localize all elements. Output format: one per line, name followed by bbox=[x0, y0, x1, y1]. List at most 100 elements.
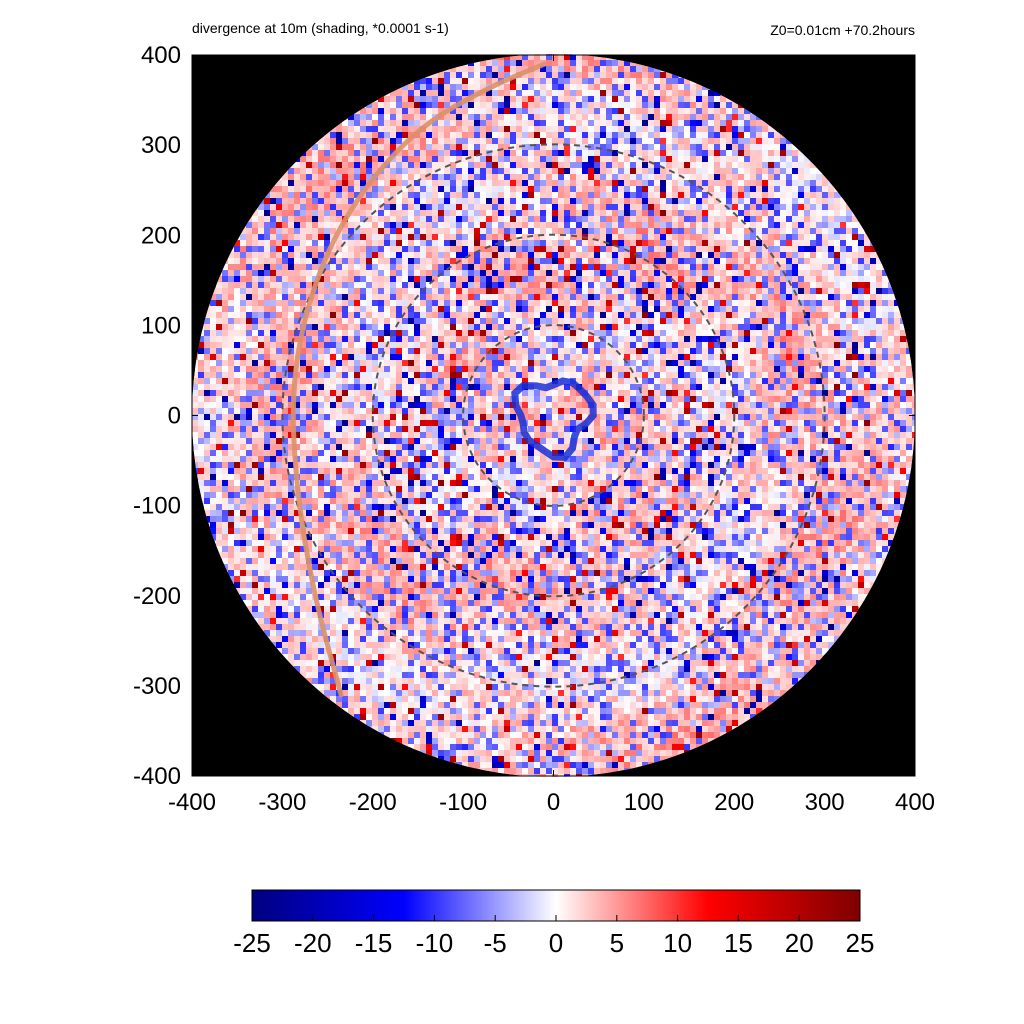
divergence-cell bbox=[372, 558, 379, 565]
divergence-cell bbox=[402, 342, 409, 349]
divergence-cell bbox=[354, 162, 361, 169]
divergence-cell bbox=[426, 648, 433, 655]
divergence-cell bbox=[474, 720, 481, 727]
divergence-cell bbox=[348, 168, 355, 175]
divergence-cell bbox=[462, 420, 469, 427]
divergence-cell bbox=[498, 684, 505, 691]
divergence-cell bbox=[510, 264, 517, 271]
divergence-cell bbox=[444, 690, 451, 697]
divergence-cell bbox=[324, 234, 331, 241]
divergence-cell bbox=[378, 576, 385, 583]
divergence-cell bbox=[288, 492, 295, 499]
divergence-cell bbox=[330, 126, 337, 133]
divergence-cell bbox=[456, 522, 463, 529]
divergence-cell bbox=[432, 552, 439, 559]
divergence-cell bbox=[210, 396, 217, 403]
divergence-cell bbox=[474, 420, 481, 427]
divergence-cell bbox=[222, 348, 229, 355]
divergence-cell bbox=[414, 240, 421, 247]
divergence-cell bbox=[396, 564, 403, 571]
divergence-cell bbox=[288, 588, 295, 595]
divergence-cell bbox=[492, 372, 499, 379]
divergence-cell bbox=[300, 276, 307, 283]
divergence-cell bbox=[324, 426, 331, 433]
divergence-cell bbox=[210, 300, 217, 307]
divergence-cell bbox=[444, 570, 451, 577]
divergence-cell bbox=[480, 360, 487, 367]
divergence-cell bbox=[300, 660, 307, 667]
divergence-cell bbox=[294, 312, 301, 319]
divergence-cell bbox=[510, 570, 517, 577]
divergence-cell bbox=[492, 498, 499, 505]
divergence-cell bbox=[282, 594, 289, 601]
divergence-cell bbox=[408, 144, 415, 151]
divergence-cell bbox=[462, 282, 469, 289]
divergence-cell bbox=[348, 192, 355, 199]
divergence-cell bbox=[456, 312, 463, 319]
divergence-cell bbox=[426, 336, 433, 343]
divergence-cell bbox=[366, 204, 373, 211]
divergence-cell bbox=[420, 102, 427, 109]
divergence-cell bbox=[282, 432, 289, 439]
divergence-cell bbox=[510, 552, 517, 559]
divergence-cell bbox=[462, 762, 469, 769]
divergence-cell bbox=[306, 288, 313, 295]
divergence-cell bbox=[270, 462, 277, 469]
divergence-cell bbox=[468, 108, 475, 115]
divergence-cell bbox=[378, 318, 385, 325]
divergence-cell bbox=[396, 246, 403, 253]
divergence-cell bbox=[414, 90, 421, 97]
divergence-cell bbox=[360, 492, 367, 499]
divergence-cell bbox=[468, 162, 475, 169]
divergence-cell bbox=[372, 636, 379, 643]
divergence-cell bbox=[258, 492, 265, 499]
divergence-cell bbox=[504, 228, 511, 235]
divergence-cell bbox=[324, 660, 331, 667]
divergence-cell bbox=[300, 426, 307, 433]
divergence-cell bbox=[234, 288, 241, 295]
divergence-cell bbox=[444, 714, 451, 721]
divergence-cell bbox=[450, 288, 457, 295]
divergence-cell bbox=[216, 336, 223, 343]
divergence-cell bbox=[330, 414, 337, 421]
divergence-cell bbox=[504, 690, 511, 697]
divergence-cell bbox=[312, 168, 319, 175]
divergence-cell bbox=[270, 432, 277, 439]
divergence-cell bbox=[318, 318, 325, 325]
divergence-cell bbox=[306, 408, 313, 415]
divergence-cell bbox=[210, 480, 217, 487]
divergence-cell bbox=[312, 624, 319, 631]
divergence-cell bbox=[372, 102, 379, 109]
divergence-cell bbox=[504, 156, 511, 163]
divergence-cell bbox=[480, 486, 487, 493]
divergence-cell bbox=[270, 270, 277, 277]
divergence-cell bbox=[426, 690, 433, 697]
divergence-cell bbox=[438, 408, 445, 415]
divergence-cell bbox=[504, 546, 511, 553]
divergence-cell bbox=[450, 390, 457, 397]
divergence-cell bbox=[420, 552, 427, 559]
divergence-cell bbox=[384, 138, 391, 145]
divergence-cell bbox=[456, 132, 463, 139]
divergence-cell bbox=[462, 492, 469, 499]
divergence-cell bbox=[354, 612, 361, 619]
divergence-cell bbox=[252, 270, 259, 277]
divergence-cell bbox=[450, 612, 457, 619]
divergence-cell bbox=[300, 366, 307, 373]
divergence-cell bbox=[480, 456, 487, 463]
divergence-cell bbox=[390, 606, 397, 613]
divergence-cell bbox=[498, 534, 505, 541]
divergence-cell bbox=[444, 498, 451, 505]
divergence-cell bbox=[294, 408, 301, 415]
divergence-cell bbox=[468, 456, 475, 463]
divergence-cell bbox=[480, 738, 487, 745]
divergence-cell bbox=[510, 378, 517, 385]
divergence-cell bbox=[468, 432, 475, 439]
divergence-cell bbox=[390, 714, 397, 721]
divergence-cell bbox=[324, 168, 331, 175]
divergence-cell bbox=[450, 480, 457, 487]
divergence-cell bbox=[240, 480, 247, 487]
divergence-cell bbox=[240, 234, 247, 241]
divergence-cell bbox=[234, 450, 241, 457]
divergence-cell bbox=[222, 336, 229, 343]
